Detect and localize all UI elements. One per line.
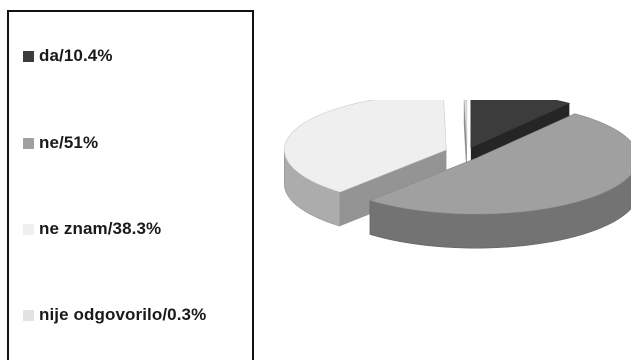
legend-item-ne-znam: ne znam/38.3% <box>23 219 161 239</box>
pie-slice-ne-top <box>369 113 631 215</box>
legend-item-nije-odgovorilo: nije odgovorilo/0.3% <box>23 305 206 325</box>
pie-top-layer <box>284 100 631 215</box>
pie-plot <box>284 100 631 249</box>
legend-swatch-da <box>23 50 34 62</box>
legend-swatch-ne-znam <box>23 223 34 235</box>
legend-label-da: da/10.4% <box>39 46 113 65</box>
pie-slice-nije-odgovorilo-top <box>464 100 468 147</box>
pie-slice-ne-znam-cut-start <box>339 149 447 227</box>
legend-label-nije-odgovorilo: nije odgovorilo/0.3% <box>39 305 207 324</box>
pie-slice-da-top <box>470 100 571 149</box>
legend-item-ne: ne/51% <box>23 133 98 153</box>
legend: da/10.4% ne/51% ne znam/38.3% nije odgov… <box>7 10 254 360</box>
legend-swatch-nije-odgovorilo <box>23 309 34 321</box>
pie-slice-nije-odgovorilo-cut-start <box>463 100 467 181</box>
pie-slice-ne-znam-top <box>284 100 447 193</box>
legend-item-da: da/10.4% <box>23 46 113 66</box>
legend-label-ne: ne/51% <box>39 133 99 152</box>
legend-label-ne-znam: ne znam/38.3% <box>39 219 162 238</box>
legend-swatch-ne <box>23 137 34 149</box>
